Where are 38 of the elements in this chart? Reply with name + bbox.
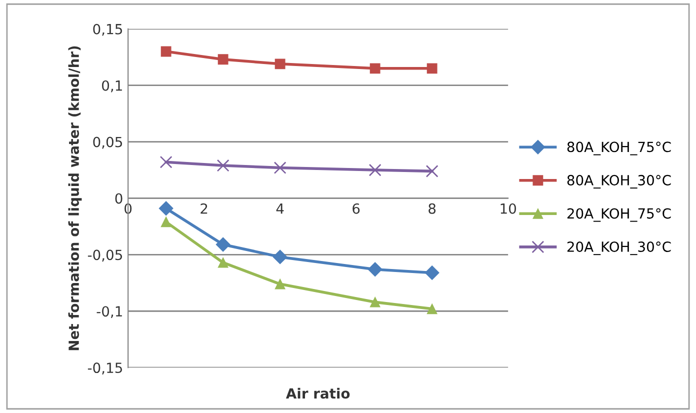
point — [370, 63, 380, 74]
y-tick-label: -0,1 — [96, 306, 122, 318]
x-tick-label: 6 — [352, 203, 360, 214]
legend-label: 80A_KOH_75°C — [567, 142, 671, 156]
point — [426, 63, 438, 74]
x-tick-label: 4 — [276, 204, 284, 214]
y-tick-label: 0,05 — [93, 136, 122, 149]
x-tick-label: 10 — [500, 203, 516, 214]
point — [368, 262, 382, 277]
point — [424, 266, 440, 280]
point — [426, 304, 438, 314]
y-tick-label: 0 — [115, 193, 122, 204]
y-tick-label: -0,05 — [88, 250, 122, 262]
legend-label: 80A_KOH_30°C — [567, 174, 671, 189]
legend-label: 20A_KOH_75°C — [567, 208, 671, 222]
point — [216, 237, 230, 252]
point — [158, 201, 174, 216]
point — [218, 257, 228, 268]
point — [274, 162, 286, 174]
y-tick-label: 0,15 — [93, 24, 122, 36]
y-tick-label: -0,15 — [88, 362, 122, 374]
point — [272, 250, 288, 264]
y-tick-label: 0,1 — [102, 80, 122, 92]
point — [160, 216, 172, 228]
y-axis-title: Net formation of liquid water (kmol/hr) — [68, 46, 82, 350]
point — [370, 296, 380, 308]
point — [274, 58, 286, 70]
point — [160, 46, 172, 57]
x-tick-label: 8 — [428, 203, 436, 214]
legend-label: 20A_KOH_30°C — [567, 241, 671, 256]
point — [426, 164, 438, 178]
point — [274, 278, 286, 290]
point — [218, 54, 228, 65]
point — [216, 159, 230, 172]
x-tick-label: 2 — [200, 203, 208, 214]
point — [160, 156, 172, 168]
x-axis-title: Air ratio — [286, 388, 350, 399]
point — [368, 164, 382, 176]
